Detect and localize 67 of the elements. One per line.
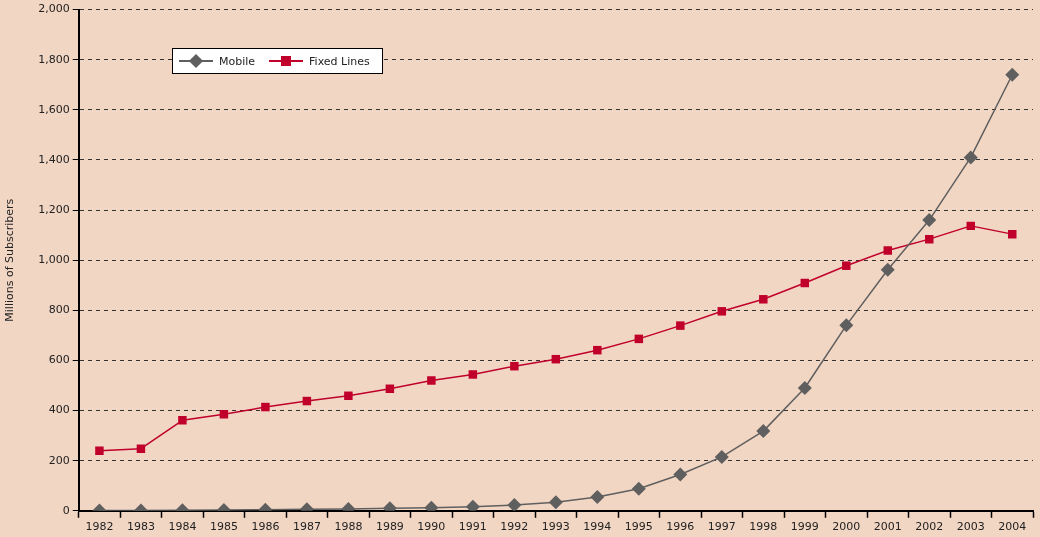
y-tick-label: 1,400: [38, 152, 70, 166]
point: [925, 234, 934, 244]
point: [178, 416, 187, 425]
point: [1005, 67, 1020, 82]
x-tick-label: 1996: [666, 520, 695, 534]
y-axis-title: Millions of Subscribers: [3, 198, 17, 322]
point: [427, 376, 436, 385]
x-tick-label: 1991: [458, 520, 487, 534]
x-tick-label: 1995: [624, 520, 653, 534]
point: [95, 446, 104, 455]
point: [465, 499, 480, 511]
y-tick-label: 800: [48, 303, 70, 317]
x-tick-label: 2004: [998, 520, 1027, 534]
y-tick-label: 400: [48, 403, 70, 417]
point: [344, 391, 353, 401]
point: [714, 449, 729, 464]
point: [842, 261, 851, 270]
point: [510, 361, 519, 371]
y-tick-label: 600: [48, 353, 70, 367]
x-tick-label: 1994: [583, 520, 612, 534]
point: [880, 262, 895, 277]
point: [593, 345, 602, 355]
y-tick-label: 1,800: [38, 52, 70, 66]
x-tick-label: 1998: [749, 520, 778, 534]
legend-label: Fixed Lines: [309, 54, 370, 68]
point: [676, 321, 685, 330]
point: [883, 246, 893, 255]
x-tick-label: 1988: [334, 520, 363, 534]
legend-label: Mobile: [219, 54, 256, 68]
x-tick-label: 1990: [417, 520, 446, 534]
x-tick-label: 1985: [209, 520, 238, 534]
point: [717, 307, 727, 316]
x-tick-label: 2001: [873, 520, 902, 534]
point: [507, 498, 522, 511]
x-tick-label: 1992: [500, 520, 529, 534]
x-tick-label: 1993: [541, 520, 570, 534]
point: [631, 481, 646, 496]
y-tick-label: 200: [48, 453, 70, 467]
x-tick-label: 2003: [956, 520, 985, 534]
y-tick-label: 1,600: [38, 102, 70, 116]
point: [136, 444, 146, 453]
y-tick-label: 2,000: [38, 2, 70, 16]
point: [797, 381, 812, 396]
y-tick-label: 1,000: [38, 253, 70, 267]
x-tick-label: 1982: [85, 520, 114, 534]
x-tick-label: 1986: [251, 520, 280, 534]
x-tick-label: 2000: [832, 520, 861, 534]
point: [548, 495, 563, 510]
x-tick-label: 1987: [292, 520, 321, 534]
x-tick-label: 1983: [126, 520, 155, 534]
y-tick-label: 0: [62, 503, 70, 517]
x-tick-label: 2002: [915, 520, 944, 534]
point: [839, 318, 854, 333]
point: [963, 150, 978, 165]
x-tick-label: 1984: [168, 520, 197, 534]
point: [922, 213, 937, 228]
point: [590, 490, 605, 505]
x-tick-label: 1989: [375, 520, 404, 534]
y-tick-label: 1,200: [38, 202, 70, 216]
x-tick-label: 1999: [790, 520, 819, 534]
x-tick-label: 1997: [707, 520, 736, 534]
point: [261, 402, 270, 412]
point: [756, 424, 771, 439]
point: [759, 295, 768, 304]
point: [673, 467, 688, 482]
point: [219, 410, 229, 419]
point: [468, 370, 478, 379]
